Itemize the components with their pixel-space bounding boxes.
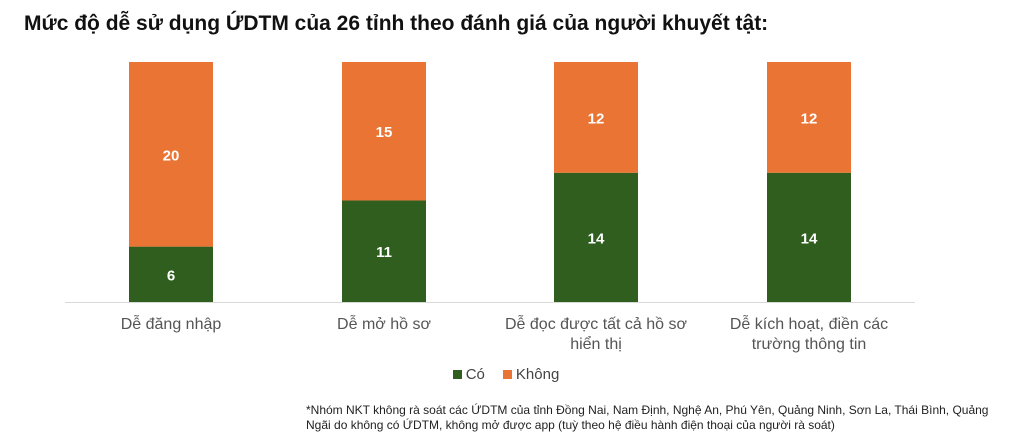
x-tick-label-2-line-0: Dễ đọc được tất cả hồ sơ: [505, 314, 688, 333]
footnote: *Nhóm NKT không rà soát các ỨDTM của tỉn…: [306, 403, 989, 432]
bar-co-3: [767, 172, 851, 302]
data-label-khong-1: 15: [376, 124, 393, 141]
bar-co-2: [554, 172, 638, 302]
bar-co-0: [129, 246, 213, 302]
bar-khong-1: [342, 62, 426, 201]
data-label-co-0: 6: [167, 267, 175, 284]
chart-title: Mức độ dễ sử dụng ỨDTM của 26 tỉnh theo …: [24, 12, 769, 35]
legend-label-co: Có: [465, 366, 485, 383]
data-label-khong-3: 12: [801, 110, 818, 127]
data-label-khong-0: 20: [163, 147, 180, 164]
data-label-co-1: 11: [376, 244, 392, 261]
bar-khong-2: [554, 62, 638, 173]
x-tick-label-3-line-0: Dễ kích hoạt, điền các: [730, 314, 888, 333]
data-label-co-3: 14: [801, 230, 818, 247]
legend-swatch-khong: [502, 370, 512, 379]
legend-item-co: Có: [452, 366, 485, 383]
bar-khong-3: [767, 62, 851, 173]
legend-item-khong: Không: [502, 366, 560, 383]
bar-co-1: [342, 200, 426, 302]
legend-label-khong: Không: [515, 366, 560, 383]
chart-legend: Có Không: [0, 366, 1012, 383]
x-tick-label-0: Dễ đăng nhập: [121, 314, 222, 333]
data-label-khong-2: 12: [588, 110, 605, 127]
x-tick-label-3-line-1: trường thông tin: [752, 336, 867, 353]
x-tick-label-1: Dễ mở hồ sơ: [337, 314, 431, 333]
bar-khong-0: [129, 62, 213, 247]
data-label-co-2: 14: [588, 230, 605, 247]
legend-swatch-co: [452, 370, 462, 379]
x-tick-label-2-line-1: hiển thị: [570, 335, 622, 353]
